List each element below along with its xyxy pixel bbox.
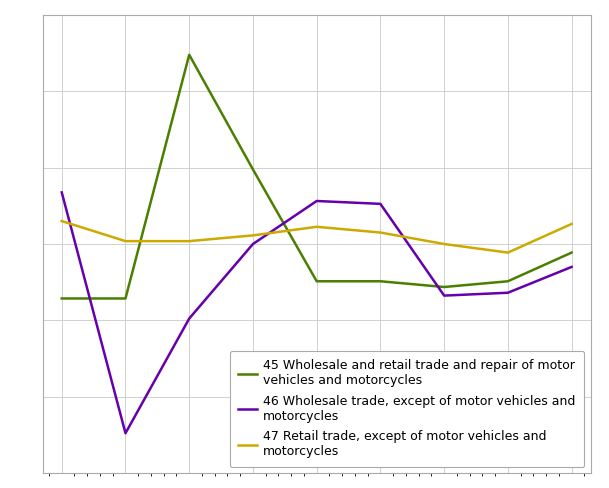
45 Wholesale and retail trade and repair of motor
vehicles and motorcycles: [313, 278, 320, 284]
Line: 47 Retail trade, except of motor vehicles and
motorcycles: 47 Retail trade, except of motor vehicle…: [62, 221, 572, 253]
47 Retail trade, except of motor vehicles and
motorcycles: [313, 224, 320, 230]
45 Wholesale and retail trade and repair of motor
vehicles and motorcycles: [58, 296, 65, 302]
47 Retail trade, except of motor vehicles and
motorcycles: [504, 250, 512, 256]
Legend: 45 Wholesale and retail trade and repair of motor
vehicles and motorcycles, 46 W: 45 Wholesale and retail trade and repair…: [230, 350, 585, 467]
45 Wholesale and retail trade and repair of motor
vehicles and motorcycles: [504, 278, 512, 284]
Line: 45 Wholesale and retail trade and repair of motor
vehicles and motorcycles: 45 Wholesale and retail trade and repair…: [62, 55, 572, 299]
45 Wholesale and retail trade and repair of motor
vehicles and motorcycles: [186, 52, 193, 58]
47 Retail trade, except of motor vehicles and
motorcycles: [122, 238, 129, 244]
46 Wholesale trade, except of motor vehicles and
motorcycles: [440, 293, 448, 299]
Line: 46 Wholesale trade, except of motor vehicles and
motorcycles: 46 Wholesale trade, except of motor vehi…: [62, 192, 572, 433]
46 Wholesale trade, except of motor vehicles and
motorcycles: [58, 189, 65, 195]
47 Retail trade, except of motor vehicles and
motorcycles: [186, 238, 193, 244]
46 Wholesale trade, except of motor vehicles and
motorcycles: [504, 290, 512, 296]
47 Retail trade, except of motor vehicles and
motorcycles: [377, 229, 384, 235]
47 Retail trade, except of motor vehicles and
motorcycles: [249, 232, 256, 238]
45 Wholesale and retail trade and repair of motor
vehicles and motorcycles: [377, 278, 384, 284]
45 Wholesale and retail trade and repair of motor
vehicles and motorcycles: [249, 166, 256, 172]
47 Retail trade, except of motor vehicles and
motorcycles: [58, 218, 65, 224]
45 Wholesale and retail trade and repair of motor
vehicles and motorcycles: [122, 296, 129, 302]
47 Retail trade, except of motor vehicles and
motorcycles: [568, 221, 576, 227]
47 Retail trade, except of motor vehicles and
motorcycles: [440, 241, 448, 247]
46 Wholesale trade, except of motor vehicles and
motorcycles: [313, 198, 320, 204]
46 Wholesale trade, except of motor vehicles and
motorcycles: [186, 316, 193, 322]
46 Wholesale trade, except of motor vehicles and
motorcycles: [122, 430, 129, 436]
46 Wholesale trade, except of motor vehicles and
motorcycles: [249, 241, 256, 247]
46 Wholesale trade, except of motor vehicles and
motorcycles: [568, 264, 576, 270]
46 Wholesale trade, except of motor vehicles and
motorcycles: [377, 201, 384, 207]
45 Wholesale and retail trade and repair of motor
vehicles and motorcycles: [440, 284, 448, 290]
45 Wholesale and retail trade and repair of motor
vehicles and motorcycles: [568, 250, 576, 256]
